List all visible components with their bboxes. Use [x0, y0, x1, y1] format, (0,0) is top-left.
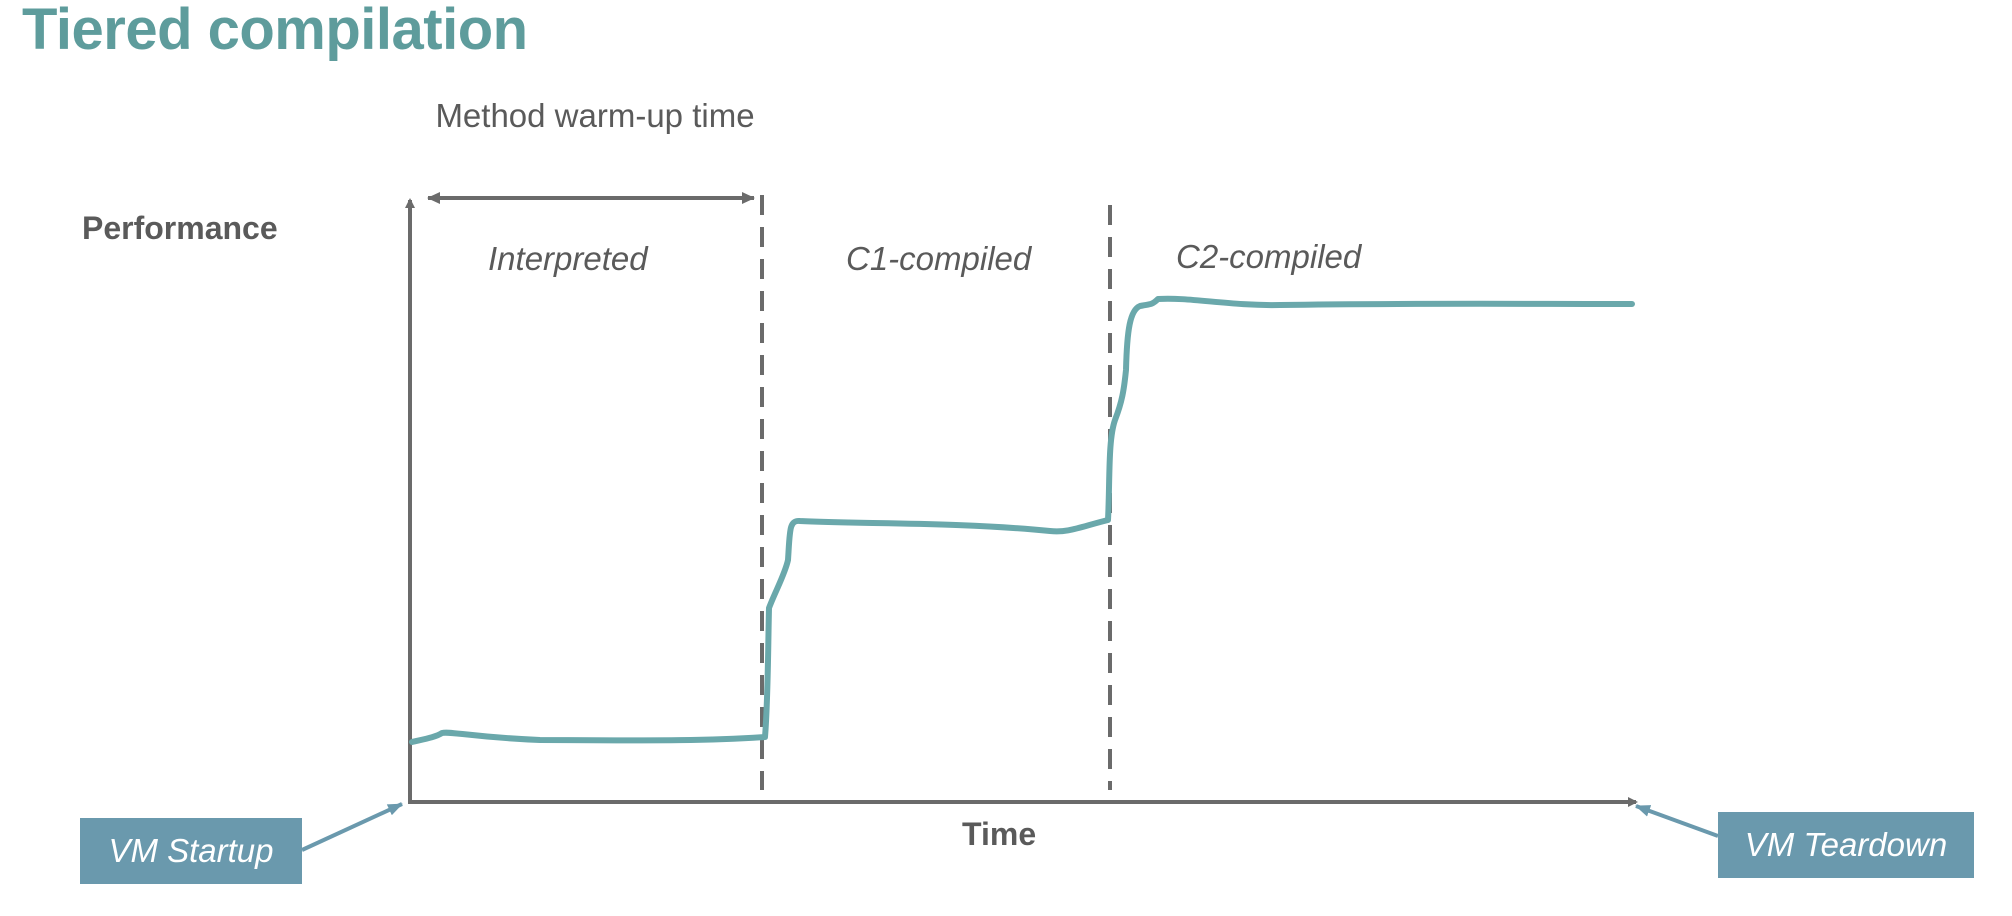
vm-startup-callout: VM Startup [80, 818, 302, 884]
y-axis-label: Performance [82, 210, 278, 246]
vm-teardown-callout: VM Teardown [1718, 812, 1974, 878]
warmup-label: Method warm-up time [435, 97, 755, 134]
phase-label-interpreted: Interpreted [488, 240, 648, 277]
performance-curve [409, 295, 1635, 745]
slide-title: Tiered compilation [22, 0, 528, 62]
startup-pointer-arrow [301, 802, 403, 852]
phase-label-c1-compiled: C1-compiled [846, 240, 1032, 277]
x-axis-label: Time [962, 816, 1037, 852]
phase-label-c2-compiled: C2-compiled [1176, 238, 1362, 275]
teardown-pointer-arrow [1635, 804, 1719, 838]
